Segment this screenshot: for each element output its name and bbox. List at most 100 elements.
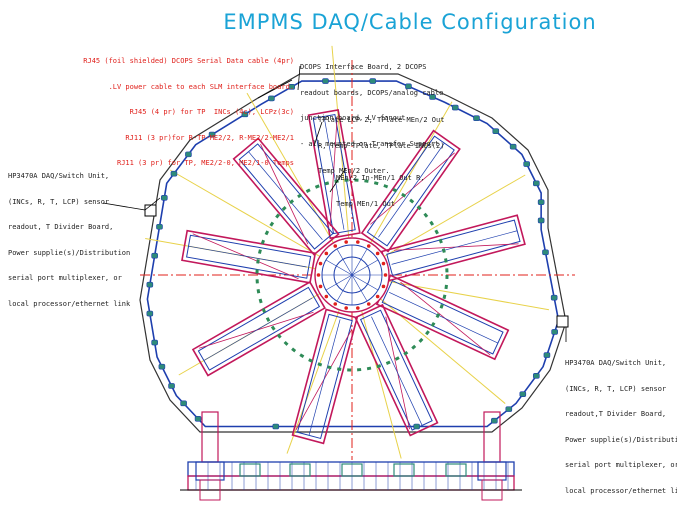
sensor-module <box>491 417 498 424</box>
outer-frame-outline <box>139 73 567 433</box>
sensor-module <box>542 249 549 256</box>
cable-spec-line: RJ45 (foil shielded) DCOPS Serial Data c… <box>83 57 294 65</box>
leader-line <box>297 65 301 91</box>
sensor-module <box>551 329 558 335</box>
hub-marker <box>316 273 321 277</box>
sensor-module <box>413 423 420 430</box>
sensor-module <box>185 151 192 158</box>
chamber-sector <box>181 229 317 284</box>
chamber-center-line <box>323 116 345 230</box>
hub-spoke <box>336 248 353 276</box>
hub-marker <box>381 284 386 289</box>
sensor-module <box>537 217 545 224</box>
note-line: Temp MEn/2 Outer. <box>318 167 390 175</box>
note-line: HP3470A DAQ/Switch Unit, <box>8 172 110 180</box>
sensor-module <box>288 84 295 90</box>
sensor-module <box>519 391 527 397</box>
sensor-module <box>272 423 280 430</box>
leader-line <box>329 167 347 193</box>
rail-block <box>393 463 415 477</box>
hub-spoke <box>325 274 353 291</box>
cable-spec-line: RJ45 (4 pr) for TP INCs (4c), LCPz(3c) <box>129 108 294 116</box>
chamber-outline <box>181 229 317 284</box>
note-line: R, Temp TPlate, TPlate INCs(2) <box>318 141 445 150</box>
note-line: readout boards, DCOPS/analog cable <box>300 88 444 97</box>
note-line: serial port multiplexer, or <box>8 274 122 282</box>
chamber-outline <box>291 308 359 445</box>
note-line: readout, T Divider Board, <box>8 223 114 231</box>
sensor-module <box>241 111 249 118</box>
support-structure <box>180 411 522 501</box>
sensor-module <box>168 383 175 389</box>
base-rail-lower <box>187 475 515 491</box>
chamber-sector <box>191 280 326 377</box>
sensor-module <box>550 294 558 301</box>
leader-line <box>313 121 323 147</box>
chamber-outline <box>307 108 361 240</box>
cable-route-ring <box>146 80 560 428</box>
chamber-center-line <box>391 230 518 265</box>
outer-frame <box>139 73 567 433</box>
sensor-module <box>505 406 513 412</box>
chamber-center-line <box>389 292 499 344</box>
note-line: readout,T Divider Board, <box>565 410 667 418</box>
note-line: Power supplie(s)/Distribution <box>8 248 131 257</box>
sensor-module <box>151 252 158 259</box>
hub-marker <box>375 251 380 256</box>
sensor-module <box>509 143 517 150</box>
sensor-module <box>429 94 436 100</box>
cable-spec-line: RJ11 (3 pr) for TP, ME2/2-0, ME2/1-0 Tem… <box>116 159 294 167</box>
sensor-module <box>156 223 163 230</box>
leader-line <box>144 197 161 211</box>
sensor-module <box>151 339 158 346</box>
dcops-board-note: DCOPS Interface Board, 2 DCOPS readout b… <box>300 46 443 157</box>
rail-block <box>289 463 311 477</box>
sensor-module <box>543 352 551 358</box>
chamber-center-line <box>378 142 445 238</box>
chamber-sector <box>291 308 359 445</box>
note-line: Power supplie(s)/Distribution <box>565 435 677 444</box>
dashed-ring <box>255 178 449 372</box>
perimeter-modules <box>146 78 558 430</box>
leader-line <box>257 79 293 99</box>
daq-unit-right <box>556 315 569 328</box>
chamber-outline <box>232 137 340 256</box>
hub-marker <box>333 302 338 306</box>
chamber-center-line <box>188 245 307 268</box>
beam-line <box>331 45 353 276</box>
sensor-module <box>170 170 178 177</box>
hub-marker <box>356 306 360 310</box>
note-line: HP3470A DAQ/Switch Unit, <box>565 359 667 367</box>
note-line: junction board, LV fanout <box>300 114 406 122</box>
cable-spec-note: RJ45 (foil shielded) DCOPS Serial Data c… <box>2 40 294 176</box>
chamber-sector <box>375 274 510 361</box>
hub-spoke <box>351 274 368 302</box>
inner-rings <box>255 178 449 372</box>
hub-spoke <box>325 259 353 276</box>
sensor-module <box>161 195 168 201</box>
cable-spec-line: .LV power cable to each SLM interface bo… <box>108 82 294 91</box>
hub-spoke <box>351 259 379 276</box>
chamber-center-line <box>371 316 423 426</box>
sensor-module <box>322 78 329 84</box>
sensor-module <box>533 373 540 379</box>
chamber-center-line <box>248 151 323 240</box>
sensor-module <box>473 115 480 121</box>
hub-marker <box>318 261 323 266</box>
hub-marker <box>344 306 348 310</box>
chamber-center-line <box>308 319 341 436</box>
sensor-module <box>194 415 202 422</box>
hub-spoke <box>351 274 379 291</box>
rail-block <box>445 463 467 477</box>
chamber-sector <box>380 214 526 282</box>
daq-left-note: HP3470A DAQ/Switch Unit, (INCs, R, T, LC… <box>8 155 130 317</box>
hub-marker <box>383 273 388 277</box>
sensor-module <box>533 180 540 187</box>
support-foot <box>477 461 507 481</box>
hub-marker <box>333 244 338 248</box>
sensor-module <box>146 310 154 317</box>
chamber-sector <box>232 137 340 256</box>
sensor-module <box>405 83 412 90</box>
note-line: TPlate LCP Z, TPlate-MEn/2 Out <box>318 116 445 124</box>
support-leg <box>201 411 219 463</box>
